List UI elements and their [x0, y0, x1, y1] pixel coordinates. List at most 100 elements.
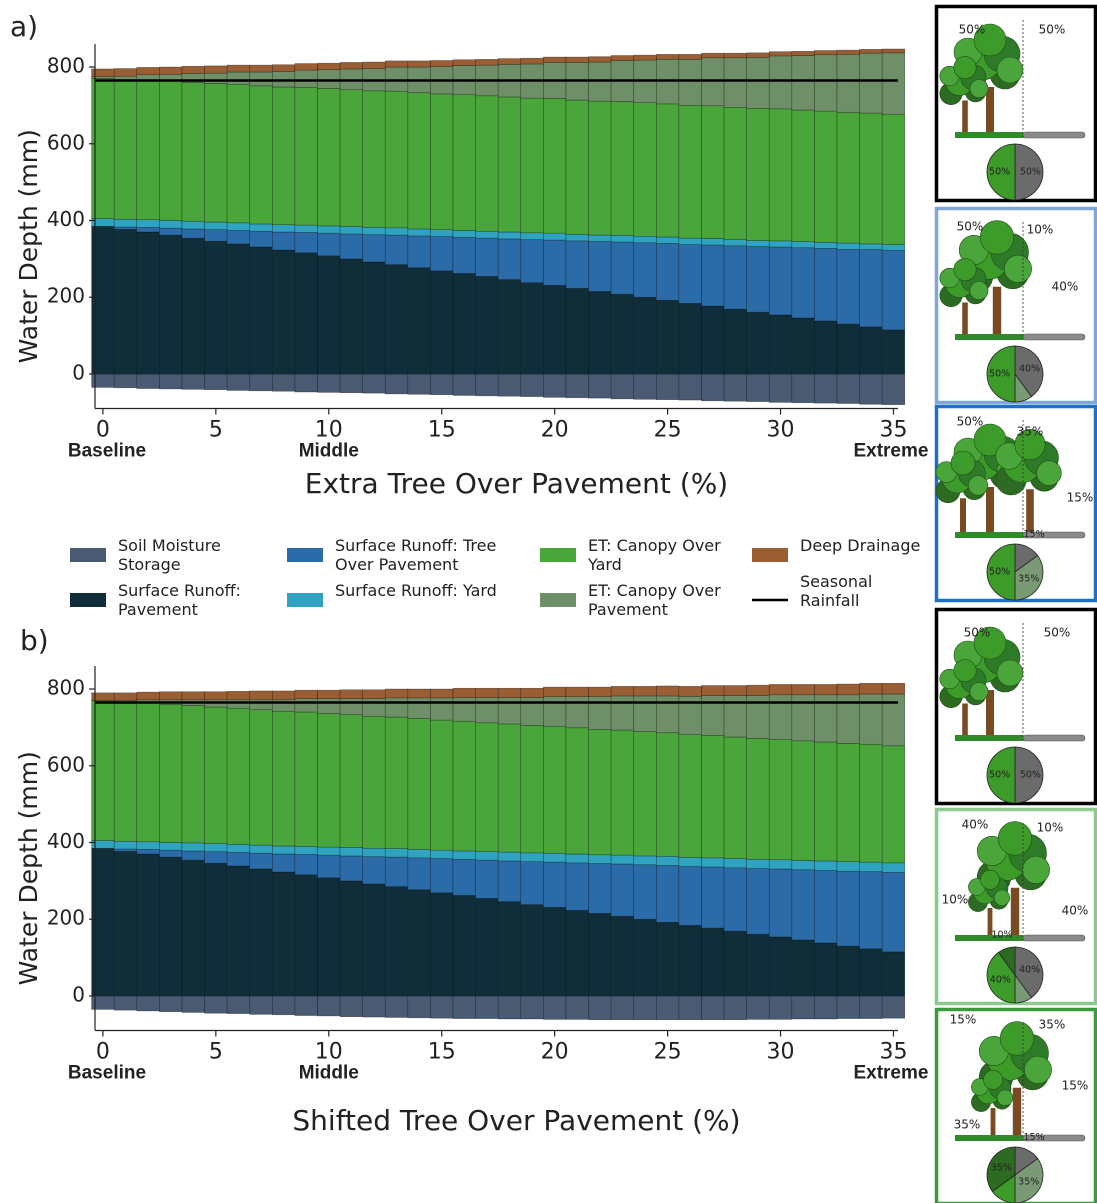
x-tick-label: 35: [879, 418, 907, 443]
pie-label: 40%: [990, 974, 1011, 985]
bar-segment: [520, 687, 544, 698]
bar-segment: [497, 96, 522, 233]
bar-segment: [339, 714, 363, 848]
x-tick-label: 20: [541, 418, 569, 443]
bar-segment: [249, 844, 273, 854]
legend-label: ET: Canopy Over Pavement: [588, 581, 721, 619]
bar-segment: [791, 50, 815, 56]
tree-canopy: [1022, 855, 1050, 884]
bar-segment: [520, 904, 544, 997]
bar-segment: [294, 373, 318, 393]
bar-segment: [475, 59, 499, 66]
bar-segment: [633, 373, 657, 400]
bar-segment: [836, 323, 860, 375]
pie-wedge: [986, 1146, 1016, 1193]
share-label: 35%: [954, 1118, 981, 1132]
x-tick-label: 0: [96, 418, 110, 443]
bar-segment: [520, 57, 544, 65]
bar-segment: [836, 945, 860, 997]
bar-segment: [317, 69, 341, 89]
bar-segment: [723, 685, 747, 696]
bar-segment: [678, 995, 702, 1021]
bar-segment: [633, 296, 657, 375]
bar-segment: [881, 995, 906, 1019]
bar-segment: [226, 243, 251, 375]
bar-segment: [272, 64, 296, 72]
bar-segment: [452, 697, 476, 722]
bar-segment: [633, 686, 657, 697]
y-tick-label: 600: [47, 130, 85, 154]
bar-segment: [836, 870, 860, 947]
bar-segment: [113, 851, 138, 997]
bar-segment: [452, 895, 476, 997]
bar-segment: [181, 82, 205, 222]
y-tick-label: 200: [47, 284, 85, 308]
bar-segment: [836, 995, 860, 1019]
tree-canopy: [973, 423, 1007, 457]
bar-segment: [475, 373, 499, 397]
bar-segment: [701, 244, 725, 307]
x-tick-label: 25: [654, 1040, 682, 1065]
bar-segment: [497, 687, 522, 698]
bar-segment: [610, 729, 635, 856]
bar-segment: [339, 89, 363, 227]
bar-segment: [475, 687, 499, 698]
bar-segment: [430, 995, 454, 1019]
bar-segment: [294, 224, 318, 233]
tree-canopy: [983, 1069, 1003, 1090]
bar-segment: [249, 709, 273, 846]
bar-segment: [384, 60, 409, 68]
bar-segment: [407, 267, 431, 375]
legend-swatch: [540, 548, 576, 562]
bar-segment: [588, 995, 612, 1021]
bar-segment: [181, 65, 205, 74]
bar-segment: [249, 852, 273, 870]
share-label: 15%: [1067, 491, 1094, 505]
ground-yard: [955, 1135, 1023, 1141]
bar-segment: [497, 995, 522, 1020]
bar-segment: [339, 855, 363, 882]
bar-segment: [136, 841, 160, 850]
bar-segment: [204, 373, 228, 390]
bar-segment: [294, 232, 318, 254]
bar-segment: [633, 864, 657, 920]
bar-segment: [430, 229, 454, 237]
bar-segment: [475, 230, 499, 239]
bar-segment: [317, 88, 341, 227]
ground-pavement: [1022, 734, 1086, 742]
share-label: 40%: [1052, 280, 1079, 294]
bar-segment: [159, 66, 183, 75]
bar-segment: [656, 54, 680, 60]
bar-segment: [113, 848, 138, 852]
bar-segment: [656, 856, 680, 866]
y-tick-label: 800: [47, 676, 85, 700]
bar-segment: [565, 288, 589, 375]
bar-segment: [565, 862, 589, 911]
bar-segment: [723, 107, 747, 240]
bar-segment: [610, 373, 635, 400]
bar-segment: [814, 942, 838, 997]
scenario-label: Middle: [299, 1063, 359, 1084]
bar-segment: [881, 329, 906, 375]
share-label: 10%: [1027, 223, 1054, 237]
tree-trunk: [987, 908, 993, 935]
bar-segment: [226, 64, 251, 73]
scenario-label: Extreme: [853, 1063, 928, 1084]
bar-segment: [543, 686, 567, 697]
bar-segment: [701, 866, 725, 929]
bar-segment: [204, 706, 228, 844]
bar-segment: [791, 869, 815, 941]
bar-segment: [249, 246, 273, 375]
bar-segment: [272, 373, 296, 392]
bar-segment: [836, 743, 860, 862]
bar-segment: [159, 234, 183, 375]
tree-canopy: [980, 869, 1000, 890]
bar-segment: [317, 232, 341, 257]
share-label: 50%: [1039, 23, 1066, 37]
bar-segment: [656, 922, 680, 997]
bar-segment: [768, 55, 793, 110]
bar-segment: [136, 219, 160, 228]
bar-segment: [859, 373, 883, 405]
bar-segment: [430, 270, 454, 375]
bar-segment: [362, 995, 386, 1018]
